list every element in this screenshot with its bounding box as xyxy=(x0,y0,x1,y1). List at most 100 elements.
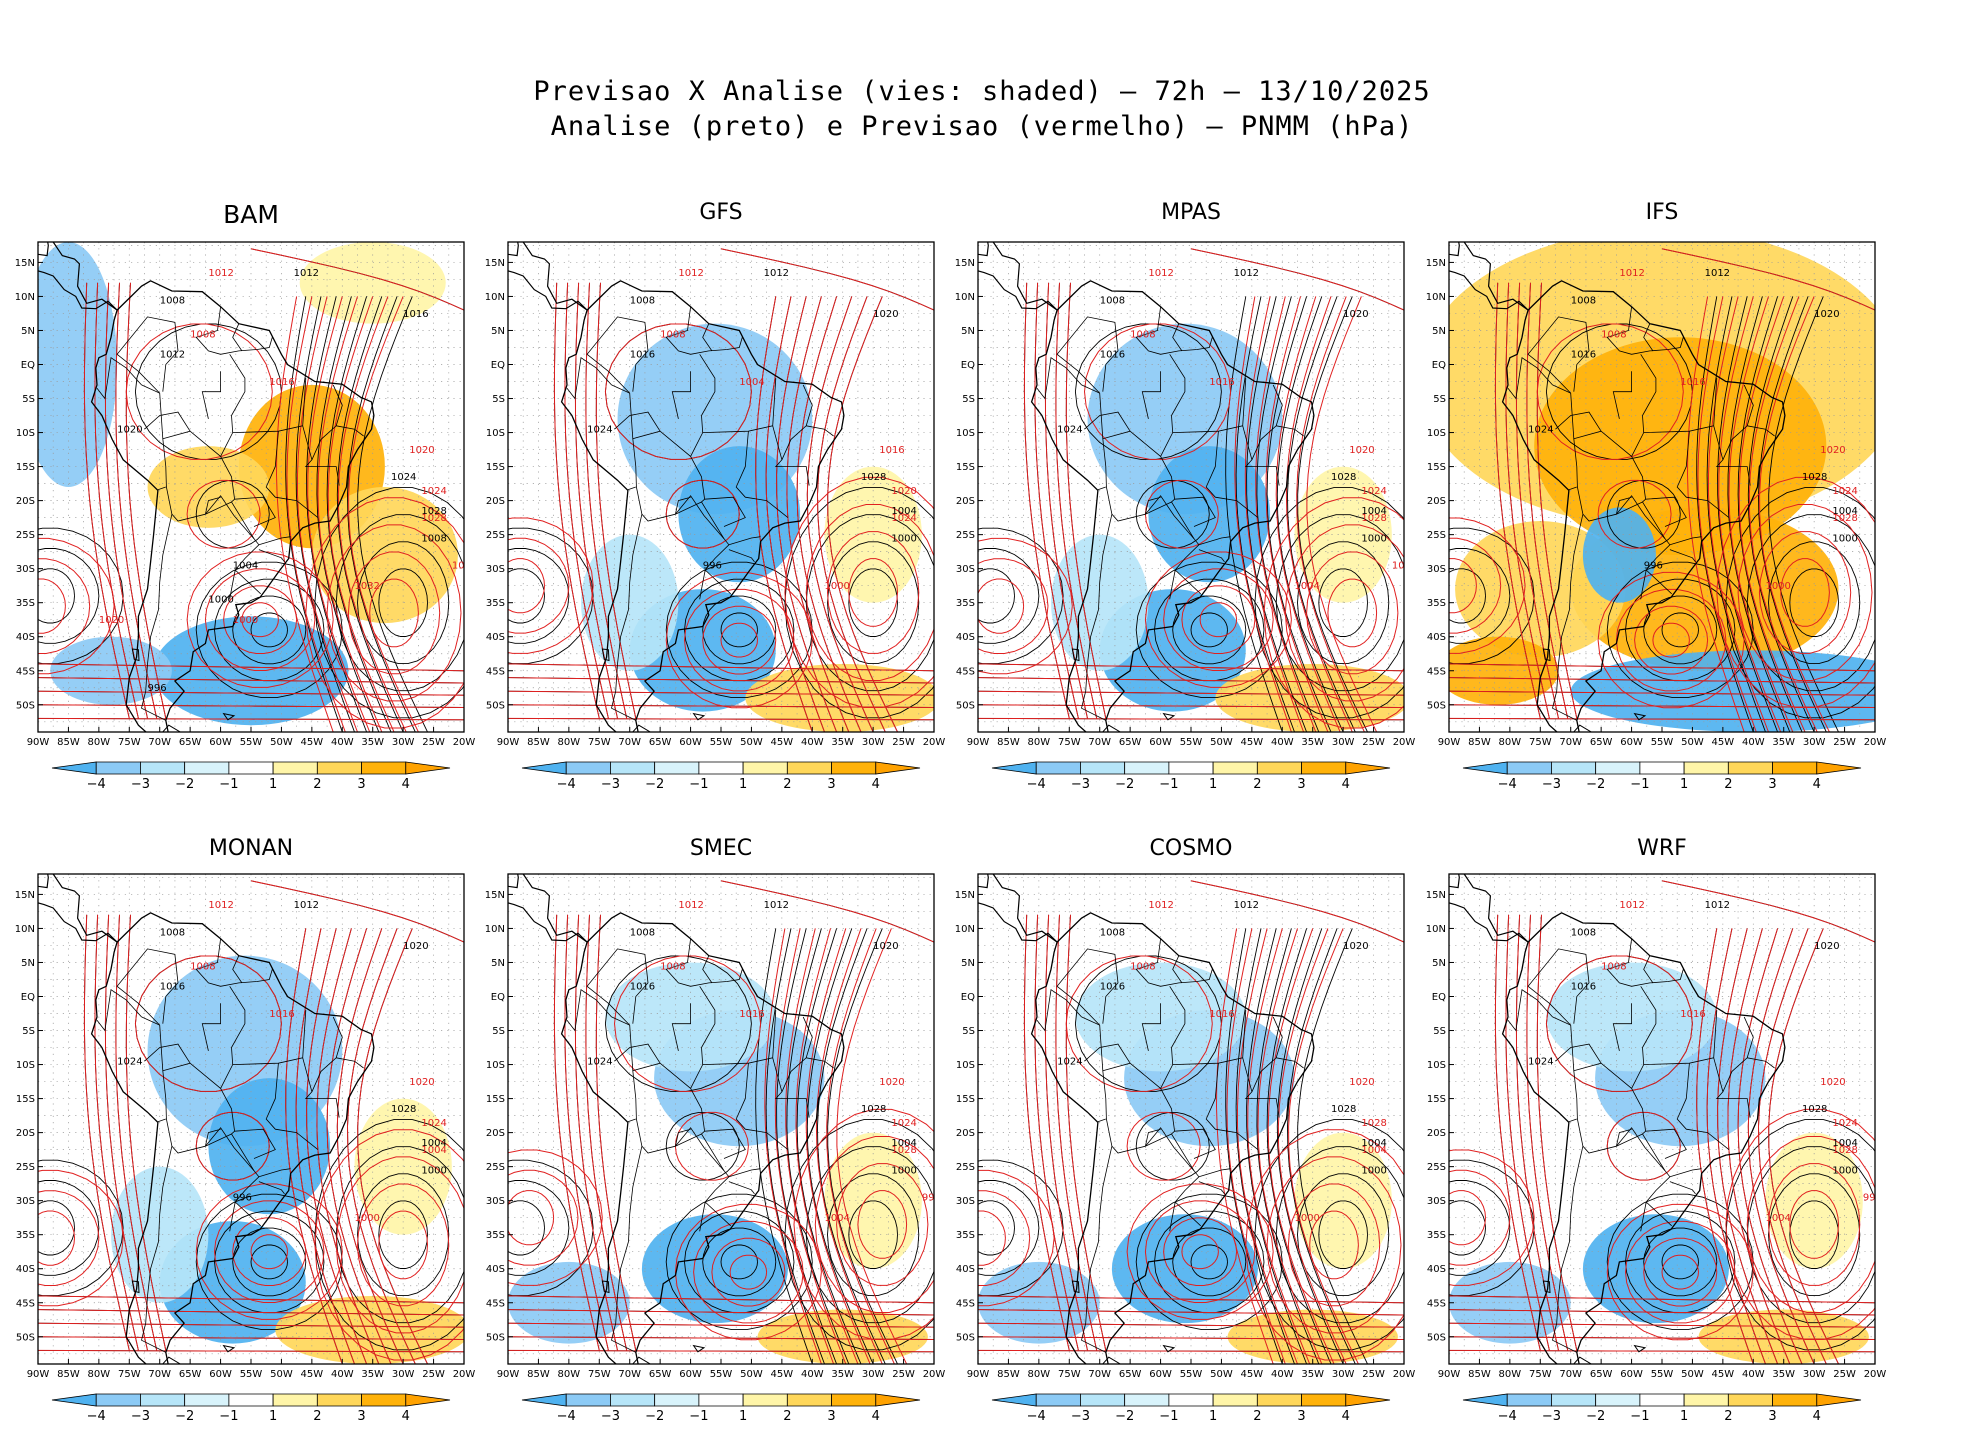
lat-tick-label: 35S xyxy=(956,598,975,609)
forecast-isobar xyxy=(795,928,859,1364)
lon-tick-label: 65W xyxy=(1590,1369,1613,1380)
forecast-isobar-label: 1020 xyxy=(891,486,916,497)
colorbar-label: −1 xyxy=(689,777,708,792)
lat-tick-label: 10S xyxy=(1427,1060,1446,1071)
colorbar-swatch xyxy=(1256,761,1302,775)
colorbar-label: 2 xyxy=(313,1409,321,1424)
analysis-isobar xyxy=(1074,955,1222,1092)
analysis-isobar xyxy=(1266,928,1332,1364)
forecast-isobar xyxy=(1449,1190,1486,1246)
political-border xyxy=(1169,354,1186,433)
lon-tick-label: 45W xyxy=(301,737,324,748)
lat-tick-label: 40S xyxy=(16,632,35,643)
lat-tick-label: 15N xyxy=(955,890,975,901)
political-border xyxy=(229,1201,236,1232)
forecast-isobar-label: 1012 xyxy=(678,268,703,279)
forecast-isobar xyxy=(1624,1220,1736,1324)
political-border xyxy=(1251,1016,1283,1092)
forecast-isobar xyxy=(1661,880,1875,943)
forecast-isobar-label: 1028 xyxy=(891,1145,916,1156)
forecast-isobar xyxy=(1725,1108,1875,1340)
forecast-isobar xyxy=(1327,578,1378,648)
analysis-isobar-label: 1000 xyxy=(421,1165,446,1176)
central-america-coastline xyxy=(1449,242,1529,311)
forecast-isobar xyxy=(1536,914,1578,1351)
lon-tick-label: 40W xyxy=(1742,737,1765,748)
lon-tick-label: 45W xyxy=(1241,1369,1264,1380)
lat-tick-label: 5N xyxy=(961,326,975,337)
lat-tick-label: 40S xyxy=(486,1264,505,1275)
forecast-isobar-label: 1016 xyxy=(879,445,904,456)
south-america-coastline xyxy=(560,280,845,732)
forecast-isobar xyxy=(508,1169,579,1266)
political-border xyxy=(1141,371,1162,419)
forecast-isobar xyxy=(564,914,609,1351)
analysis-isobar-label: 1012 xyxy=(294,268,319,279)
political-border xyxy=(806,1057,834,1069)
forecast-isobar xyxy=(1306,296,1378,732)
lat-tick-label: 35S xyxy=(1427,598,1446,609)
lat-tick-label: 30S xyxy=(16,564,35,575)
colorbar-swatch xyxy=(1345,761,1391,775)
political-border xyxy=(195,938,273,987)
lon-tick-label: 25W xyxy=(1833,737,1856,748)
forecast-isobar xyxy=(1277,928,1347,1364)
lat-tick-label: 15S xyxy=(16,462,35,473)
colorbar-swatch xyxy=(316,1393,362,1407)
analysis-isobar xyxy=(1235,296,1295,732)
lon-tick-label: 65W xyxy=(649,1369,672,1380)
lon-tick-label: 50W xyxy=(740,1369,763,1380)
lat-tick-label: 10S xyxy=(486,428,505,439)
forecast-isobar xyxy=(1449,717,1875,721)
forecast-isobar xyxy=(508,537,570,634)
political-border xyxy=(258,1181,285,1195)
lat-tick-label: 50S xyxy=(1427,1332,1446,1343)
lon-tick-label: 35W xyxy=(361,1369,384,1380)
lon-tick-label: 85W xyxy=(1468,737,1491,748)
forecast-isobar xyxy=(1275,296,1341,732)
forecast-isobar-label: 996 xyxy=(922,1193,941,1204)
forecast-isobar xyxy=(1449,690,1875,696)
colorbar-label: 3 xyxy=(1297,1409,1305,1424)
analysis-isobar xyxy=(1276,928,1344,1364)
colorbar-swatch xyxy=(786,1393,832,1407)
forecast-isobar xyxy=(1449,1336,1875,1340)
colorbar-swatch xyxy=(1212,1393,1258,1407)
analysis-isobar xyxy=(1318,568,1368,637)
lon-tick-label: 50W xyxy=(1210,1369,1233,1380)
forecast-isobar xyxy=(1757,928,1827,1364)
analysis-isobar xyxy=(295,296,355,732)
forecast-isobar-label: 1012 xyxy=(208,900,233,911)
political-border xyxy=(772,1057,810,1118)
forecast-isobar xyxy=(38,1295,464,1304)
forecast-isobar-label: 1020 xyxy=(1349,1077,1374,1088)
forecast-isobar xyxy=(1234,296,1292,732)
analysis-isobar-label: 1024 xyxy=(1528,1057,1553,1068)
lon-tick-label: 75W xyxy=(1058,737,1081,748)
forecast-isobar xyxy=(1181,1234,1219,1270)
forecast-isobar xyxy=(508,1349,934,1353)
analysis-isobar-label: 1000 xyxy=(891,1165,916,1176)
island-coastline xyxy=(1633,1344,1647,1353)
lat-tick-label: 10N xyxy=(1426,924,1446,935)
analysis-isobar xyxy=(1154,1210,1265,1314)
colorbar-ifs: −4 −3 −2 −1 1 2 3 4 xyxy=(1462,761,1862,792)
colorbar-wrf: −4 −3 −2 −1 1 2 3 4 xyxy=(1462,1393,1862,1424)
analysis-isobar xyxy=(665,1111,740,1181)
forecast-isobar xyxy=(115,914,158,1351)
forecast-isobar-label: 1008 xyxy=(660,961,685,972)
analysis-isobar xyxy=(1449,548,1511,644)
forecast-isobar xyxy=(1759,296,1830,732)
lon-tick-label: 40W xyxy=(1271,1369,1294,1380)
lon-tick-label: 20W xyxy=(1864,1369,1887,1380)
colorbar-label: −1 xyxy=(1159,1409,1178,1424)
analysis-isobar-label: 1012 xyxy=(294,900,319,911)
analysis-isobar-label: 1024 xyxy=(1057,1057,1082,1068)
forecast-isobar xyxy=(1257,928,1323,1364)
political-border xyxy=(1056,316,1119,394)
analysis-isobar-label: 1020 xyxy=(403,941,428,952)
analysis-isobar-label: 996 xyxy=(233,1193,252,1204)
lon-tick-label: 75W xyxy=(1058,1369,1081,1380)
lat-tick-label: 40S xyxy=(16,1264,35,1275)
colorbar-label: −3 xyxy=(1071,1409,1090,1424)
